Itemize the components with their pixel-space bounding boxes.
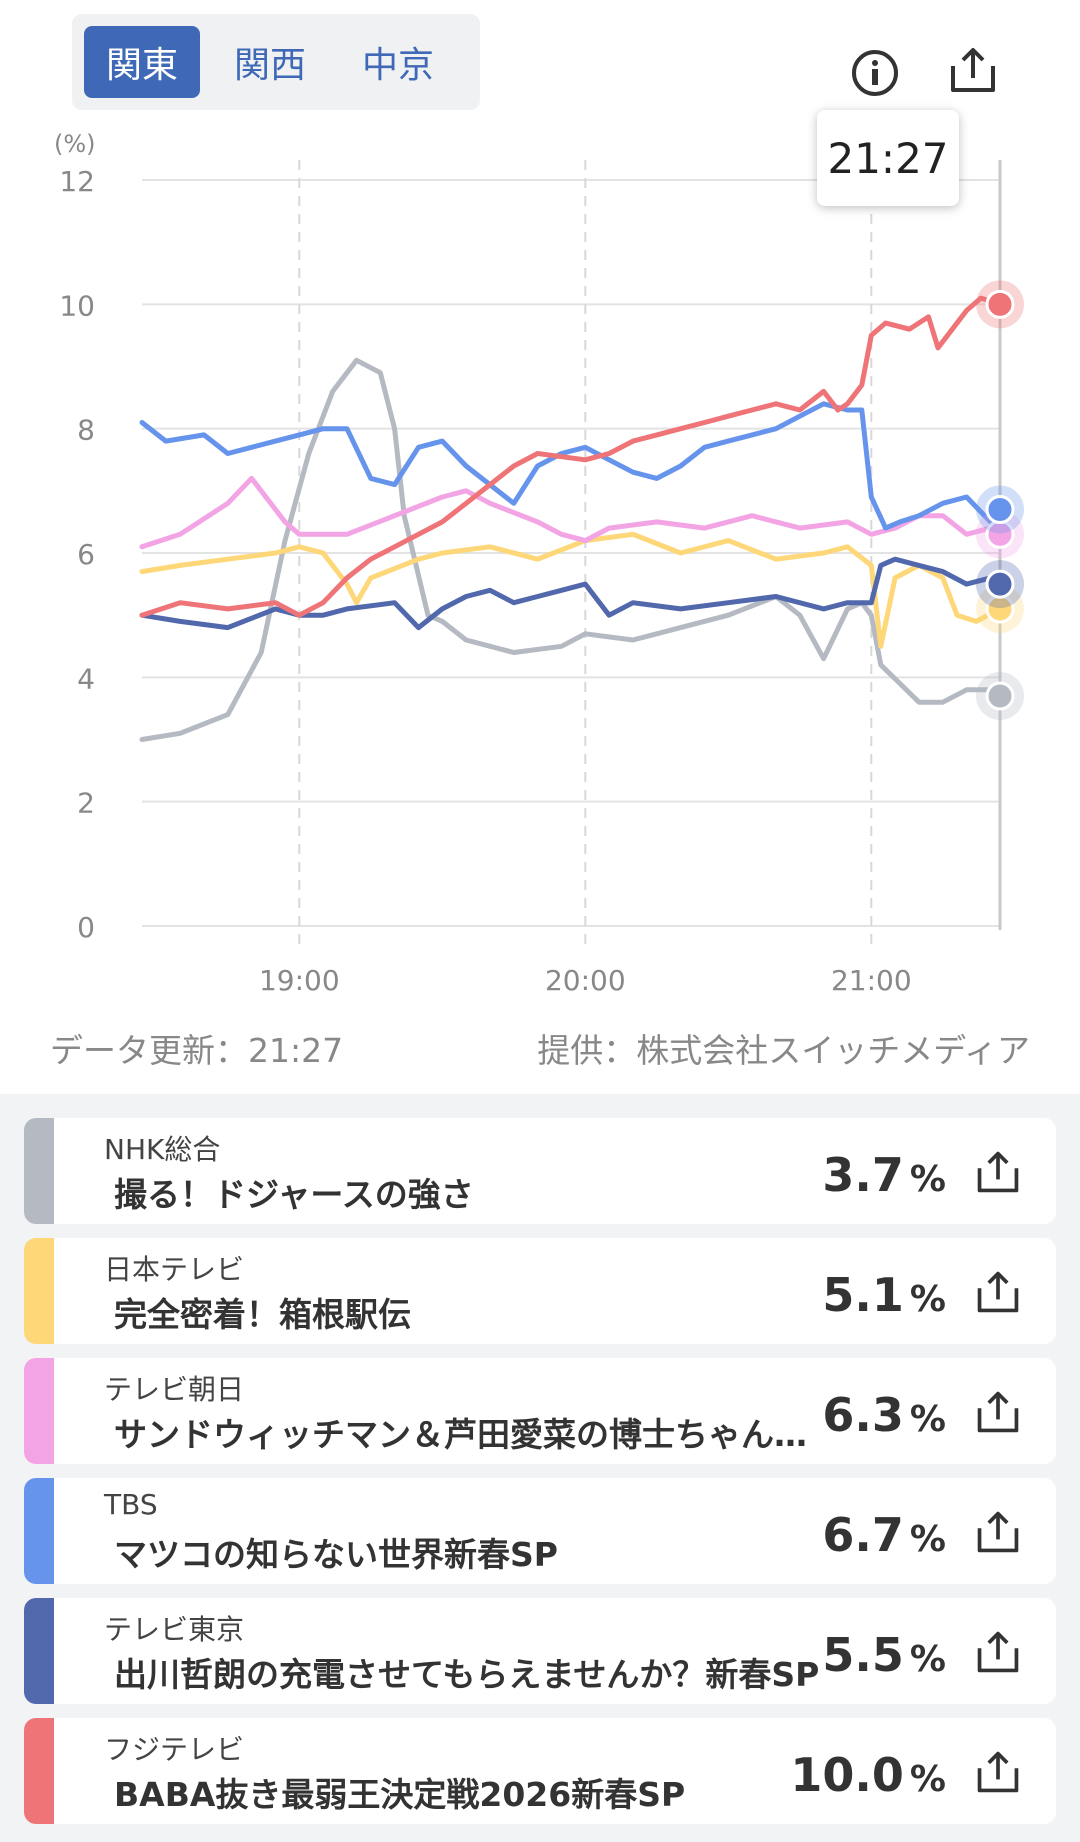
x-tick-label: 21:00 (831, 964, 912, 997)
rating-chart: 0 2 4 6 8 10 12 (%) 19:00 20:00 21:00 (54, 130, 1024, 997)
tab-kansai[interactable]: 関西 (233, 45, 306, 86)
tab-chukyo[interactable]: 中京 (361, 45, 434, 86)
program-card-nhk[interactable]: NHK総合 撮る！ドジャースの強さ 3.7% (24, 1118, 1056, 1224)
channel-color-bar (24, 1598, 54, 1704)
y-tick-label: 2 (77, 787, 95, 820)
y-tick-label: 12 (59, 165, 95, 198)
series-line (139, 295, 1003, 618)
share-icon[interactable] (947, 44, 999, 96)
channel-name: テレビ東京 (104, 1613, 245, 1646)
program-title: BABA抜き最弱王決定戦2026新春SP (114, 1775, 686, 1814)
share-icon[interactable] (974, 1748, 1022, 1796)
program-card-tvtokyo[interactable]: テレビ東京 出川哲朗の充電させてもらえませんか？新春SP 5.5% (24, 1598, 1056, 1704)
series-line (139, 401, 1003, 531)
rating-value: 10.0% (790, 1748, 946, 1802)
channel-color-bar (24, 1358, 54, 1464)
channel-name: TBS (104, 1488, 158, 1521)
share-icon[interactable] (974, 1148, 1022, 1196)
series-line (139, 531, 1003, 649)
end-point-marker (985, 494, 1015, 524)
time-tooltip: 21:27 (817, 110, 959, 206)
program-title: 撮る！ドジャースの強さ (114, 1175, 474, 1214)
end-point-marker (985, 289, 1015, 319)
program-card-tvasahi[interactable]: テレビ朝日 サンドウィッチマン＆芦田愛菜の博士ちゃん新春SP 6.3% (24, 1358, 1056, 1464)
program-card-ntv[interactable]: 日本テレビ 完全密着！箱根駅伝 5.1% (24, 1238, 1056, 1344)
y-tick-label: 0 (77, 911, 95, 944)
channel-name: 日本テレビ (104, 1253, 245, 1286)
channel-color-bar (24, 1238, 54, 1344)
y-tick-label: 10 (59, 289, 95, 322)
data-provider: 提供：株式会社スイッチメディア (537, 1031, 1030, 1070)
region-tabs: 関東 関西 中京 (72, 14, 480, 110)
channel-name: テレビ朝日 (104, 1373, 245, 1406)
channel-name: フジテレビ (104, 1733, 245, 1766)
update-time: データ更新：21:27 (50, 1031, 344, 1070)
channel-color-bar (24, 1718, 54, 1824)
x-tick-label: 19:00 (259, 964, 340, 997)
rating-value: 6.7% (822, 1508, 946, 1562)
y-axis-label: (%) (54, 130, 96, 158)
program-title: 完全密着！箱根駅伝 (114, 1295, 411, 1334)
channel-name: NHK総合 (104, 1133, 221, 1166)
channel-color-bar (24, 1478, 54, 1584)
end-point-marker (985, 681, 1015, 711)
x-tick-label: 20:00 (545, 964, 626, 997)
program-title: サンドウィッチマン＆芦田愛菜の博士ちゃん新春SP (114, 1415, 834, 1454)
channel-color-bar (24, 1118, 54, 1224)
program-card-fuji[interactable]: フジテレビ BABA抜き最弱王決定戦2026新春SP 10.0% (24, 1718, 1056, 1824)
share-icon[interactable] (974, 1268, 1022, 1316)
program-card-tbs[interactable]: TBS マツコの知らない世界新春SP 6.7% (24, 1478, 1056, 1584)
rating-value: 6.3% (822, 1388, 946, 1442)
y-tick-label: 4 (77, 662, 95, 695)
share-icon[interactable] (974, 1388, 1022, 1436)
info-icon[interactable] (850, 48, 900, 98)
y-tick-label: 8 (77, 414, 95, 447)
tab-kanto[interactable]: 関東 (84, 26, 200, 98)
program-title: マツコの知らない世界新春SP (114, 1535, 558, 1574)
rating-value: 5.1% (822, 1268, 946, 1322)
chart-footer: データ更新：21:27 提供：株式会社スイッチメディア (50, 1024, 1030, 1072)
program-list: NHK総合 撮る！ドジャースの強さ 3.7% 日本テレビ 完全密着！箱根駅伝 5… (0, 1094, 1080, 1842)
share-icon[interactable] (974, 1508, 1022, 1556)
rating-value: 5.5% (822, 1628, 946, 1682)
program-title: 出川哲朗の充電させてもらえませんか？新春SP (114, 1655, 820, 1694)
rating-value: 3.7% (822, 1148, 946, 1202)
share-icon[interactable] (974, 1628, 1022, 1676)
series-line (139, 556, 1003, 631)
end-point-marker (985, 569, 1015, 599)
y-tick-label: 6 (77, 538, 95, 571)
